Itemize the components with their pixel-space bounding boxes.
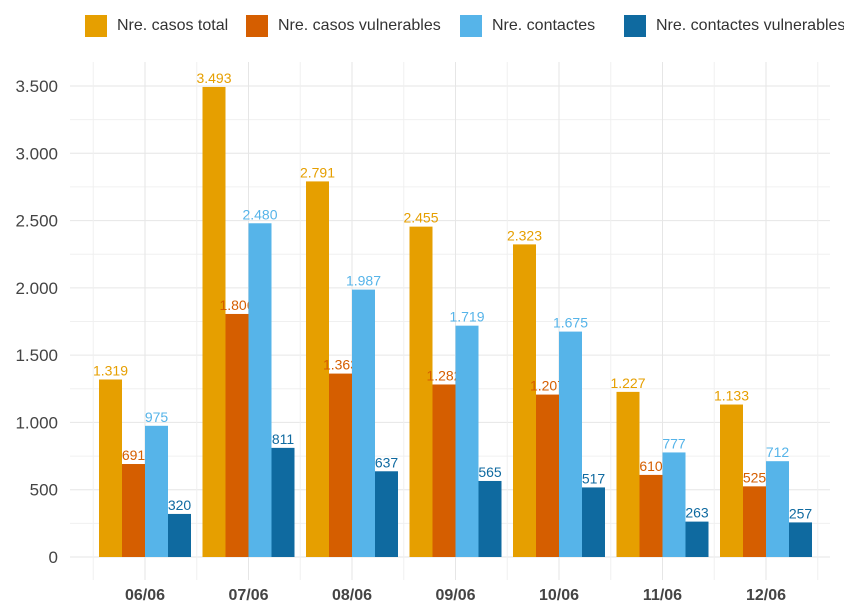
data-label: 1.227 [610, 375, 645, 391]
legend-label: Nre. casos total [117, 17, 229, 34]
y-tick-label: 3.500 [15, 77, 58, 96]
data-label: 565 [478, 464, 502, 480]
x-tick-label: 10/06 [539, 587, 579, 603]
y-tick-label: 2.000 [15, 279, 58, 298]
data-label: 1.806 [219, 297, 254, 313]
bar [478, 480, 502, 557]
data-label: 263 [685, 505, 709, 521]
data-label: 320 [168, 497, 192, 513]
legend-swatch [624, 15, 646, 37]
bar [559, 331, 582, 557]
data-label: 691 [122, 447, 146, 463]
data-label: 777 [662, 435, 686, 451]
data-label: 811 [272, 431, 295, 447]
bar [248, 223, 272, 557]
data-label: 2.480 [242, 206, 277, 222]
bar [743, 486, 766, 557]
data-label: 1.207 [530, 378, 565, 394]
data-label: 2.791 [300, 164, 335, 180]
legend-label: Nre. contactes vulnerables [656, 17, 844, 34]
legend-swatch [246, 15, 268, 37]
data-label: 517 [582, 470, 606, 486]
x-tick-label: 11/06 [643, 587, 682, 603]
data-label: 637 [375, 454, 399, 470]
data-label: 712 [766, 444, 790, 460]
y-tick-label: 0 [49, 548, 58, 567]
x-tick-label: 09/06 [435, 587, 475, 603]
legend-item: Nre. contactes vulnerables [624, 12, 844, 40]
data-label: 1.363 [323, 357, 358, 373]
bar [766, 461, 789, 557]
data-label: 1.282 [426, 367, 461, 383]
x-tick-label: 12/06 [746, 587, 786, 603]
bar [306, 181, 329, 558]
data-label: 2.455 [403, 210, 438, 226]
bar [616, 391, 640, 557]
x-tick-label: 06/06 [125, 587, 165, 603]
bar [168, 513, 191, 557]
data-label: 2.323 [507, 227, 542, 243]
y-tick-label: 500 [30, 481, 58, 500]
bar [375, 471, 398, 557]
data-label: 610 [639, 458, 663, 474]
bar [122, 464, 145, 557]
data-label: 1.319 [93, 363, 128, 379]
x-tick-label: 07/06 [228, 587, 268, 603]
y-tick-label: 1.000 [15, 413, 58, 432]
bar [432, 384, 456, 557]
bar [225, 313, 249, 557]
bar [145, 425, 168, 557]
data-label: 1.719 [449, 309, 484, 325]
legend-item: Nre. casos total [85, 12, 228, 40]
bar [513, 244, 536, 557]
bar [455, 325, 479, 557]
x-tick-label: 08/06 [332, 587, 372, 603]
data-label: 525 [743, 469, 767, 485]
bar [536, 394, 559, 557]
y-tick-label: 1.500 [15, 346, 58, 365]
y-tick-label: 3.000 [15, 144, 58, 163]
y-tick-label: 2.500 [15, 212, 58, 231]
legend-swatch [460, 15, 482, 37]
bar [99, 379, 122, 557]
legend-item: Nre. contactes [460, 12, 595, 40]
bar [662, 452, 686, 557]
legend-label: Nre. casos vulnerables [278, 17, 441, 34]
bar [639, 474, 663, 557]
bar [409, 226, 433, 557]
bar [352, 289, 375, 557]
bar [202, 86, 226, 557]
data-label: 3.493 [196, 70, 231, 86]
data-label: 1.987 [346, 273, 381, 289]
bar [582, 487, 605, 557]
bar [720, 404, 743, 557]
legend-item: Nre. casos vulnerables [246, 12, 441, 40]
data-label: 257 [789, 505, 813, 521]
bar [329, 373, 352, 557]
bar [271, 447, 295, 557]
data-label: 975 [145, 409, 169, 425]
data-label: 1.675 [553, 315, 588, 331]
legend-label: Nre. contactes [492, 17, 596, 34]
bar [789, 522, 812, 557]
bar [685, 521, 709, 557]
legend-swatch [85, 15, 107, 37]
data-label: 1.133 [714, 388, 749, 404]
